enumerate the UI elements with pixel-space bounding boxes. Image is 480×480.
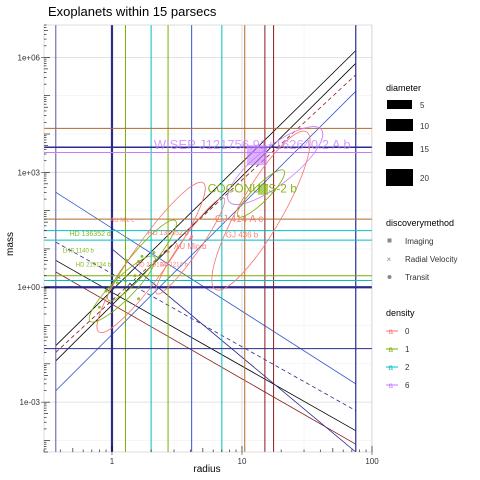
legend-density: density a 0 a 1 a 2 a 6 xyxy=(386,308,415,390)
diagonal-line-2 xyxy=(55,74,357,353)
x-tick-label-1: 10 xyxy=(238,457,247,466)
planet-label-5: HD 136352 d xyxy=(70,231,111,238)
legend-diameter-swatch-20 xyxy=(386,169,413,186)
point-10 xyxy=(115,281,119,285)
legend-density-label-2: 2 xyxy=(405,363,410,372)
legend-method-rv-label: Radial Velocity xyxy=(405,255,457,264)
x-tick-label-0: 1 xyxy=(110,457,115,466)
y-tick-label-3: 1e+06 xyxy=(18,53,41,62)
diagonal-line-0 xyxy=(55,50,357,346)
plot-frame xyxy=(43,24,373,453)
legend-method-title: discoverymethod xyxy=(386,218,454,228)
planet-label-0: WISEP J121756.91+162640.2 A b xyxy=(154,137,351,152)
point-8 xyxy=(166,250,170,254)
planet-label-3: GJ 436 b xyxy=(226,230,259,239)
legend-density-glyph-0: a xyxy=(389,327,394,336)
point-6 xyxy=(137,259,141,263)
legend-density-label-6: 6 xyxy=(405,381,410,390)
planet-label-4: AU Mic c xyxy=(110,218,134,224)
diagonal-line-1 xyxy=(55,63,357,362)
point-11 xyxy=(104,289,108,293)
planet-label-10: HD 219134 xyxy=(136,262,167,268)
planet-label-6: HD 136352 b xyxy=(147,230,188,237)
legend-density-glyph-6: a xyxy=(389,381,394,390)
x-tick-label-2: 100 xyxy=(365,457,379,466)
planet-label-8: LHS 1140 b xyxy=(63,249,95,255)
legend-density-title: density xyxy=(386,308,415,318)
density-contour-5 xyxy=(96,181,206,334)
point-2 xyxy=(190,235,194,239)
legend-diameter-swatch-10 xyxy=(386,119,413,131)
plot-content: WISEP J121756.91+162640.2 A b COCONUTS-2 … xyxy=(44,25,372,452)
diagonal-line-4 xyxy=(55,260,356,432)
density-contour-2 xyxy=(236,169,286,218)
planet-label-2: GJ 414 A c xyxy=(215,214,263,225)
legend-diameter-swatch-15 xyxy=(386,142,413,156)
point-5 xyxy=(125,258,129,262)
legend-diameter-label-15: 15 xyxy=(420,145,429,154)
diagonal-line-3 xyxy=(55,91,357,391)
y-tick-label-1: 1e+00 xyxy=(18,283,41,292)
point-12 xyxy=(97,305,101,309)
legend-diameter-label-5: 5 xyxy=(420,101,425,110)
y-tick-label-0: 1e-03 xyxy=(20,398,41,407)
legend-method-transit-label: Transit xyxy=(405,273,430,282)
legend-density-glyph-2: a xyxy=(389,363,394,372)
x-axis-title: radius xyxy=(193,464,220,475)
legend-discoverymethod: discoverymethod Imaging × Radial Velocit… xyxy=(386,218,457,282)
point-4 xyxy=(140,254,144,258)
legend-method-imaging-label: Imaging xyxy=(405,237,433,246)
density-contour-1 xyxy=(211,130,311,291)
plot-panel: WISEP J121756.91+162640.2 A b COCONUTS-2 … xyxy=(18,24,379,466)
legend-diameter-title: diameter xyxy=(386,83,421,93)
legend-method-imaging-symbol xyxy=(387,238,392,243)
y-tick-label-2: 1e+03 xyxy=(18,168,41,177)
point-0 xyxy=(246,145,267,166)
legend-method-transit-symbol xyxy=(387,275,392,279)
legend-density-glyph-1: a xyxy=(389,345,394,354)
planet-label-9: HD 219134 b xyxy=(76,262,112,268)
diagonal-line-6 xyxy=(55,241,356,412)
legend-density-label-1: 1 xyxy=(405,345,410,354)
point-7 xyxy=(152,251,156,255)
legend-diameter: diameter 5 10 15 20 xyxy=(386,83,429,186)
legend-density-label-0: 0 xyxy=(405,327,410,336)
y-axis-title: mass xyxy=(5,232,16,256)
legend-diameter-label-10: 10 xyxy=(420,122,429,131)
chart-title: Exoplanets within 15 parsecs xyxy=(48,4,217,19)
legend-diameter-label-20: 20 xyxy=(420,174,429,183)
diagonal-line-8 xyxy=(111,248,357,452)
planet-label-7: AU Mic b xyxy=(174,242,207,251)
planet-label-11: GJ 1214 b xyxy=(160,262,188,268)
density-contour-6 xyxy=(88,255,156,323)
density-contour-4 xyxy=(107,219,177,302)
point-3 xyxy=(188,237,192,241)
legend-diameter-swatch-5 xyxy=(387,100,412,109)
diagonal-line-5 xyxy=(55,271,356,445)
planet-label-1: COCONUTS-2 b xyxy=(208,181,298,195)
legend-method-rv-symbol: × xyxy=(387,255,392,264)
point-13 xyxy=(137,297,141,301)
point-1 xyxy=(257,184,268,195)
point-9 xyxy=(133,274,137,278)
